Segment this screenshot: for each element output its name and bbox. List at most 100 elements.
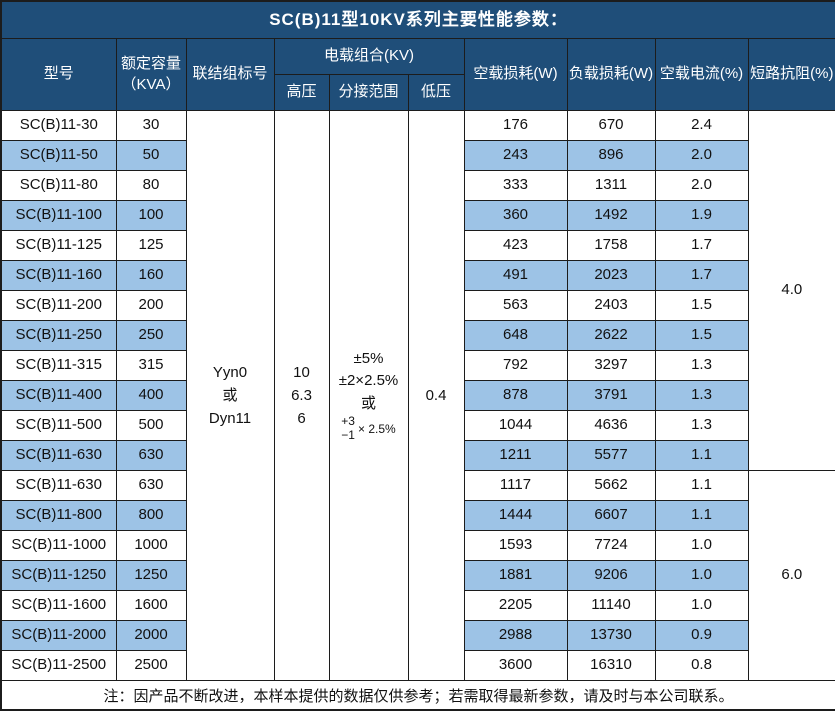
kva-cell: 800 bbox=[115, 500, 187, 531]
no-load-loss-cell: 1881 bbox=[463, 560, 568, 591]
model-cell: SC(B)11-800 bbox=[0, 500, 117, 531]
no-load-current-cell: 1.5 bbox=[654, 320, 749, 351]
load-loss-cell: 896 bbox=[566, 140, 656, 171]
kva-cell: 100 bbox=[115, 200, 187, 231]
no-load-loss-cell: 333 bbox=[463, 170, 568, 201]
load-loss-cell: 1311 bbox=[566, 170, 656, 201]
tap-plus: +3 bbox=[341, 414, 355, 429]
header-load-loss: 负载损耗(W) bbox=[566, 38, 656, 111]
load-loss-cell: 3297 bbox=[566, 350, 656, 381]
header-row-1: 型号 额定容量 （KVA） 联结组标号 电载组合(KV) 空载损耗(W) 负载损… bbox=[0, 38, 835, 111]
model-cell: SC(B)11-500 bbox=[0, 410, 117, 441]
no-load-loss-cell: 563 bbox=[463, 290, 568, 321]
model-cell: SC(B)11-1600 bbox=[0, 590, 117, 621]
load-loss-cell: 4636 bbox=[566, 410, 656, 441]
no-load-loss-cell: 1444 bbox=[463, 500, 568, 531]
tap-line-1: ±5% bbox=[353, 349, 384, 367]
kva-cell: 1600 bbox=[115, 590, 187, 621]
model-cell: SC(B)11-30 bbox=[0, 110, 117, 141]
kva-cell: 1000 bbox=[115, 530, 187, 561]
no-load-loss-cell: 360 bbox=[463, 200, 568, 231]
header-model: 型号 bbox=[0, 38, 117, 111]
no-load-current-cell: 1.3 bbox=[654, 380, 749, 411]
note-row: 注：因产品不断改进，本样本提供的数据仅供参考；若需取得最新参数，请及时与本公司联… bbox=[0, 680, 835, 711]
kva-cell: 630 bbox=[115, 440, 187, 471]
header-tap-range: 分接范围 bbox=[328, 74, 409, 111]
header-hv: 高压 bbox=[273, 74, 330, 111]
kva-cell: 400 bbox=[115, 380, 187, 411]
no-load-loss-cell: 792 bbox=[463, 350, 568, 381]
impedance-group-2-cell: 6.0 bbox=[747, 470, 835, 681]
load-loss-cell: 13730 bbox=[566, 620, 656, 651]
header-capacity: 额定容量 （KVA） bbox=[115, 38, 187, 111]
no-load-loss-cell: 491 bbox=[463, 260, 568, 291]
kva-cell: 315 bbox=[115, 350, 187, 381]
kva-cell: 160 bbox=[115, 260, 187, 291]
table-row: SC(B)11-2500 2500 3600 16310 0.8 bbox=[0, 650, 835, 681]
model-cell: SC(B)11-630 bbox=[0, 440, 117, 471]
kva-cell: 2000 bbox=[115, 620, 187, 651]
table-row: SC(B)11-500 500 1044 4636 1.3 bbox=[0, 410, 835, 441]
table-row: SC(B)11-800 800 1444 6607 1.1 bbox=[0, 500, 835, 531]
kva-cell: 200 bbox=[115, 290, 187, 321]
load-loss-cell: 3791 bbox=[566, 380, 656, 411]
no-load-current-cell: 1.1 bbox=[654, 440, 749, 471]
no-load-loss-cell: 1211 bbox=[463, 440, 568, 471]
load-loss-cell: 670 bbox=[566, 110, 656, 141]
impedance-group-1-cell: 4.0 bbox=[747, 110, 835, 471]
no-load-current-cell: 1.0 bbox=[654, 560, 749, 591]
no-load-current-cell: 1.7 bbox=[654, 260, 749, 291]
tap-line-3: 或 bbox=[360, 394, 376, 412]
load-loss-cell: 2622 bbox=[566, 320, 656, 351]
no-load-current-cell: 1.5 bbox=[654, 290, 749, 321]
load-loss-cell: 7724 bbox=[566, 530, 656, 561]
no-load-current-cell: 1.3 bbox=[654, 410, 749, 441]
no-load-loss-cell: 1593 bbox=[463, 530, 568, 561]
lv-cell: 0.4 bbox=[407, 110, 465, 681]
load-loss-cell: 1758 bbox=[566, 230, 656, 261]
no-load-loss-cell: 878 bbox=[463, 380, 568, 411]
no-load-current-cell: 0.8 bbox=[654, 650, 749, 681]
no-load-current-cell: 2.0 bbox=[654, 170, 749, 201]
kva-cell: 630 bbox=[115, 470, 187, 501]
model-cell: SC(B)11-125 bbox=[0, 230, 117, 261]
no-load-loss-cell: 423 bbox=[463, 230, 568, 261]
kva-cell: 1250 bbox=[115, 560, 187, 591]
load-loss-cell: 1492 bbox=[566, 200, 656, 231]
kva-cell: 2500 bbox=[115, 650, 187, 681]
model-cell: SC(B)11-160 bbox=[0, 260, 117, 291]
model-cell: SC(B)11-250 bbox=[0, 320, 117, 351]
table-row: SC(B)11-1600 1600 2205 11140 1.0 bbox=[0, 590, 835, 621]
model-cell: SC(B)11-200 bbox=[0, 290, 117, 321]
header-row-2: 高压 分接范围 低压 bbox=[1, 74, 835, 111]
no-load-current-cell: 2.4 bbox=[654, 110, 749, 141]
model-cell: SC(B)11-80 bbox=[0, 170, 117, 201]
model-cell: SC(B)11-630 bbox=[0, 470, 117, 501]
kva-cell: 125 bbox=[115, 230, 187, 261]
header-no-load-current: 空载电流(%) bbox=[654, 38, 749, 111]
model-cell: SC(B)11-400 bbox=[0, 380, 117, 411]
model-cell: SC(B)11-50 bbox=[0, 140, 117, 171]
hv-cell: 10 6.3 6 bbox=[273, 110, 330, 681]
kva-cell: 500 bbox=[115, 410, 187, 441]
load-loss-cell: 5577 bbox=[566, 440, 656, 471]
header-voltage-group: 电载组合(KV) bbox=[273, 38, 465, 75]
tap-times: × 2.5% bbox=[357, 422, 396, 437]
no-load-loss-cell: 1044 bbox=[463, 410, 568, 441]
model-cell: SC(B)11-1000 bbox=[0, 530, 117, 561]
model-cell: SC(B)11-315 bbox=[0, 350, 117, 381]
header-no-load-loss: 空载损耗(W) bbox=[463, 38, 568, 111]
no-load-current-cell: 1.0 bbox=[654, 590, 749, 621]
no-load-current-cell: 1.1 bbox=[654, 500, 749, 531]
header-impedance: 短路抗阻(%) bbox=[747, 38, 835, 111]
no-load-loss-cell: 243 bbox=[463, 140, 568, 171]
model-cell: SC(B)11-2500 bbox=[0, 650, 117, 681]
kva-cell: 80 bbox=[115, 170, 187, 201]
model-cell: SC(B)11-100 bbox=[0, 200, 117, 231]
model-cell: SC(B)11-1250 bbox=[0, 560, 117, 591]
page-title: SC(B)11型10KV系列主要性能参数： bbox=[0, 0, 835, 39]
header-lv: 低压 bbox=[407, 74, 465, 111]
no-load-current-cell: 1.7 bbox=[654, 230, 749, 261]
